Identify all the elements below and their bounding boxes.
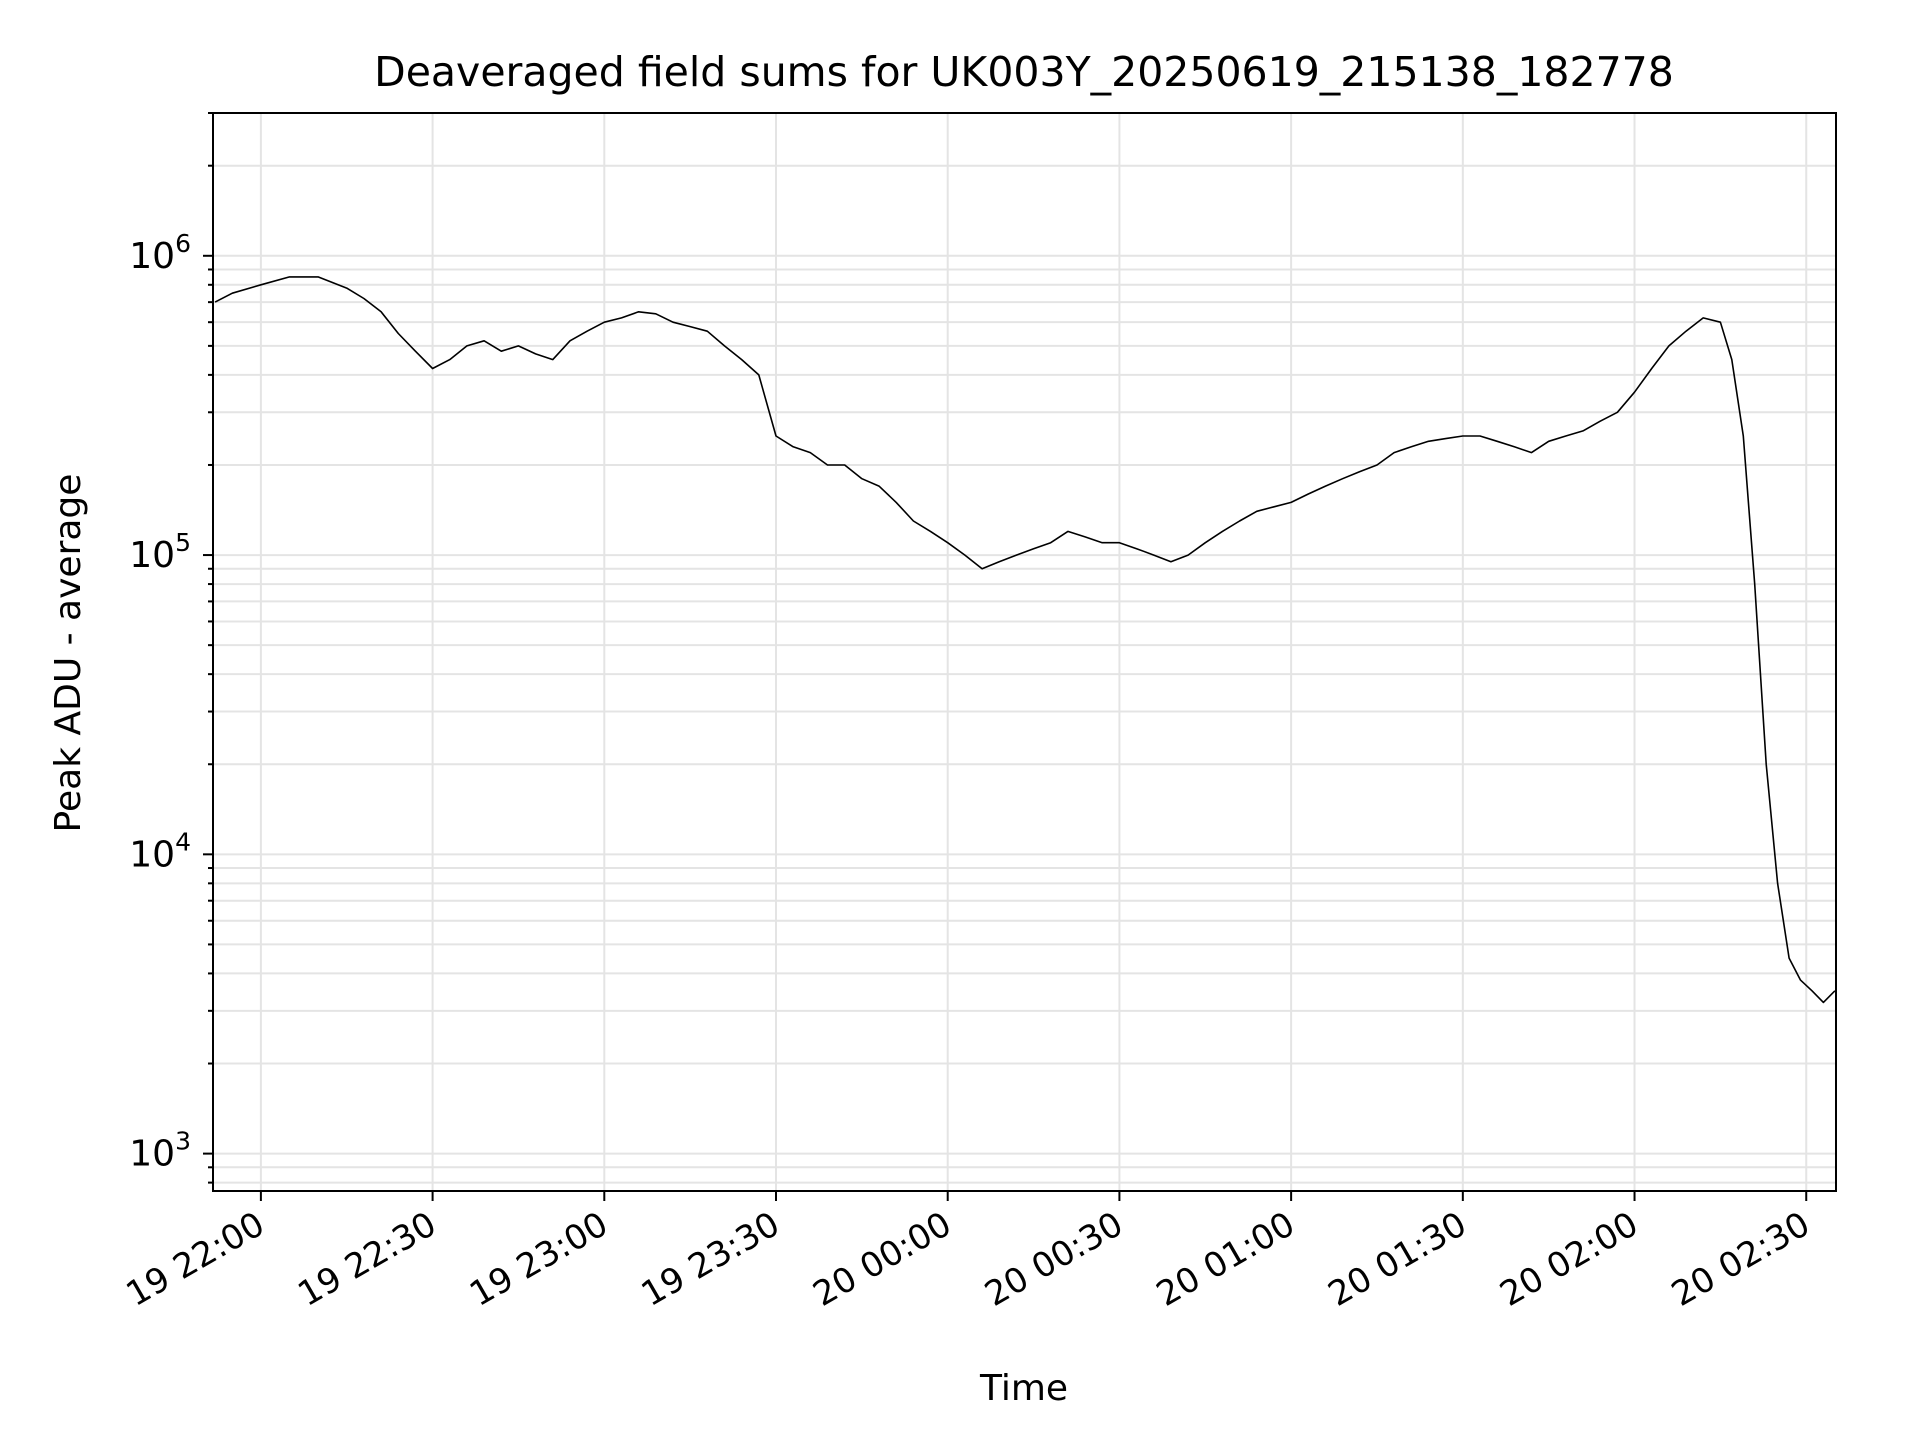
series-line [214,276,1836,1004]
y-tick-base: 10 [129,834,175,875]
y-tick-exponent: 3 [175,1127,191,1156]
chart-title: Deaveraged field sums for UK003Y_2025061… [374,48,1674,96]
y-tick-exponent: 4 [175,827,191,856]
y-tick-base: 10 [129,1134,175,1175]
y-tick-base: 10 [129,535,175,576]
y-tick-exponent: 6 [175,229,191,258]
y-axis-label: Peak ADU - average [48,474,89,833]
y-tick-label: 103 [129,1127,191,1175]
series-layer [214,276,1836,1004]
y-tick-label: 104 [129,827,191,875]
y-tick-exponent: 5 [175,528,191,557]
axes-frame [212,112,1837,1192]
gridlines [213,112,1836,1191]
y-tick-base: 10 [129,236,175,277]
x-axis-label: Time [979,1368,1068,1409]
y-tick-label: 106 [129,229,191,277]
y-tick-label: 105 [129,528,191,576]
